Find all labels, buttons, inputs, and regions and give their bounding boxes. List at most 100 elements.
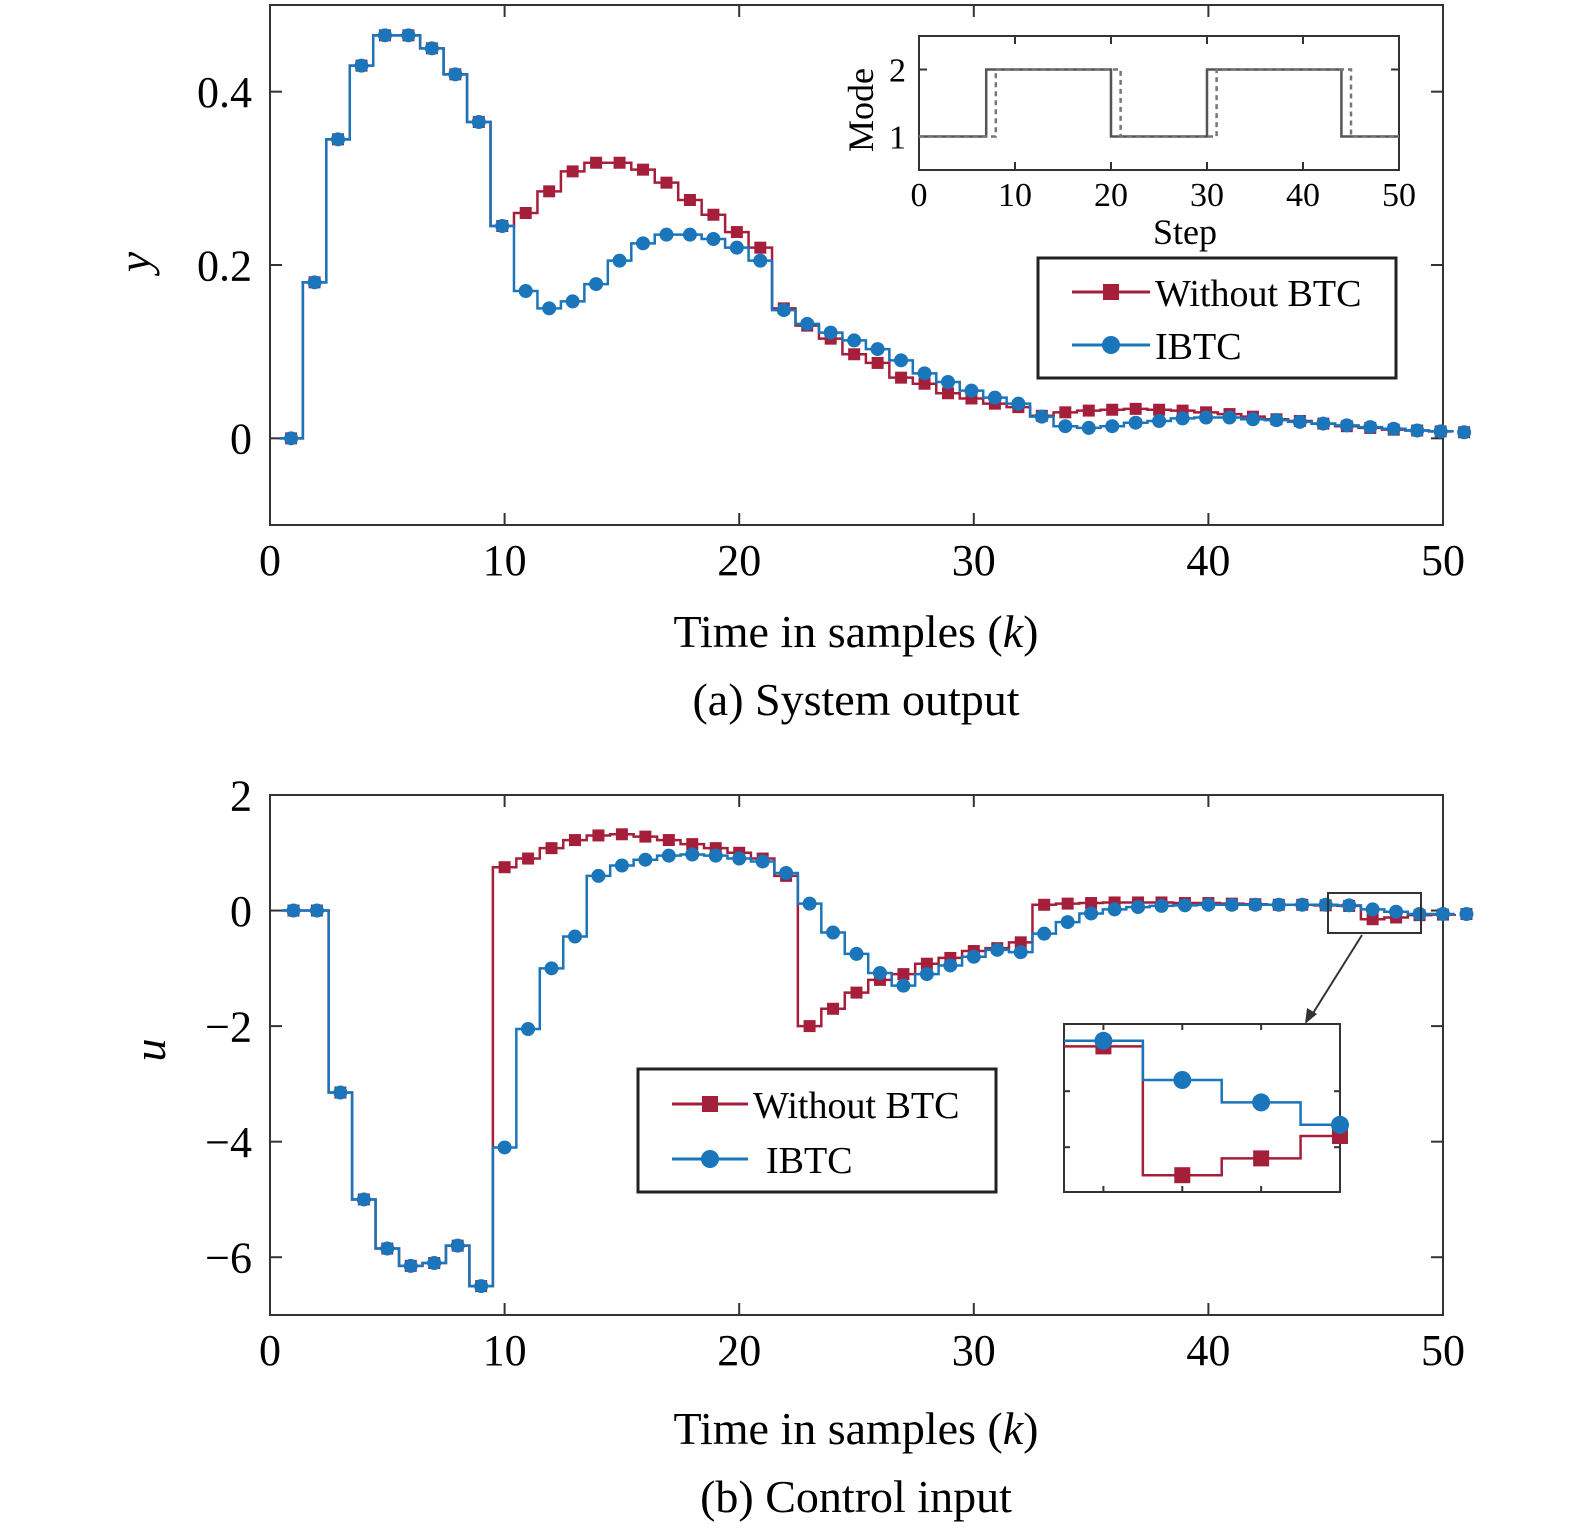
data-point-circle: [1410, 423, 1425, 438]
y-tick-label: 0.4: [197, 68, 252, 117]
data-point-square: [568, 834, 581, 847]
data-point-circle: [638, 852, 653, 867]
x-tick-label: 30: [952, 1326, 996, 1375]
plot-markers-a: [284, 28, 1472, 446]
data-point-square: [637, 163, 650, 176]
data-point-square: [1061, 897, 1074, 910]
zoom-arrow: [1309, 934, 1363, 1019]
data-point-circle: [940, 375, 955, 389]
x-tick-label: 20: [717, 1326, 761, 1375]
axes-ticks-b: [269, 794, 1444, 1315]
zoom-region-box: [1327, 892, 1422, 934]
data-point-circle: [917, 366, 932, 381]
data-point-circle: [497, 1140, 512, 1155]
y-axis-label-a: y: [109, 251, 160, 276]
data-point-circle: [544, 961, 559, 976]
data-point-square: [662, 834, 675, 847]
data-point-circle: [847, 333, 862, 348]
data-point-circle: [849, 946, 864, 961]
data-point-circle: [518, 284, 533, 298]
data-point-square: [1059, 406, 1072, 419]
data-point-square: [1082, 404, 1095, 417]
data-point-circle: [729, 240, 744, 255]
zoom-series-line: [1064, 1045, 1342, 1177]
inset-x-tick-label: 20: [1094, 177, 1128, 214]
inset-lines: [919, 68, 1399, 138]
zoom-point-circle: [1331, 1115, 1349, 1134]
data-point-circle: [1201, 897, 1216, 912]
data-point-circle: [779, 866, 794, 880]
y-axis-label-b: u: [124, 1039, 175, 1062]
y-tick-label: 2: [230, 771, 252, 820]
data-point-circle: [612, 253, 627, 268]
data-point-circle: [401, 28, 416, 43]
data-point-square: [918, 377, 931, 390]
data-point-circle: [1459, 907, 1474, 922]
tick-labels-b: 0 10 20 30 40 50 −6 −4 −2 0 2: [205, 771, 1465, 1375]
data-point-square: [683, 194, 696, 206]
zoom-inset-ticks: [1064, 1024, 1340, 1192]
x-tick-label: 10: [483, 1326, 527, 1375]
mode-inset: 0 10 20 30 40 50 1 2 Mode Step: [841, 35, 1416, 252]
data-point-circle: [1339, 418, 1354, 433]
data-point-circle: [448, 67, 463, 82]
data-point-circle: [1436, 907, 1450, 922]
data-point-circle: [1011, 396, 1026, 411]
data-point-circle: [1154, 898, 1169, 913]
data-point-circle: [1389, 904, 1404, 919]
y-tick-label: −6: [205, 1234, 252, 1283]
data-point-square: [686, 838, 699, 851]
data-point-circle: [966, 949, 981, 964]
data-point-square: [1085, 897, 1098, 910]
data-point-circle: [823, 325, 838, 340]
zoom-inset-markers: [1094, 1031, 1349, 1184]
data-point-circle: [1152, 414, 1167, 428]
y-tick-label: 0.2: [197, 241, 252, 290]
x-tick-label: 30: [952, 536, 996, 585]
data-point-square: [639, 830, 652, 843]
data-point-circle: [309, 903, 324, 918]
legend-b: Without BTC IBTC: [636, 1067, 998, 1194]
data-point-circle: [1412, 907, 1427, 922]
panel-b-control-input: 0 10 20 30 40 50 −6 −4 −2 0 2 u Time in samples (k…: [124, 771, 1474, 1522]
zoom-point-circle: [1094, 1031, 1113, 1050]
data-point-circle: [987, 390, 1002, 405]
data-point-circle: [1037, 926, 1052, 941]
data-point-square: [1014, 936, 1027, 949]
data-point-circle: [474, 1279, 489, 1294]
data-point-square: [754, 241, 767, 254]
data-point-circle: [1292, 414, 1307, 429]
data-point-circle: [567, 929, 582, 944]
data-point-circle: [636, 236, 651, 251]
zoom-point-circle: [1252, 1093, 1271, 1112]
data-point-circle: [682, 227, 697, 242]
data-point-circle: [1175, 411, 1190, 426]
data-point-circle: [377, 28, 392, 43]
data-point-circle: [1433, 424, 1448, 439]
data-point-circle: [1013, 945, 1028, 960]
data-point-circle: [872, 965, 887, 980]
y-tick-label: 0: [230, 887, 252, 936]
data-point-circle: [424, 41, 439, 56]
data-point-circle: [331, 132, 346, 147]
data-point-square: [1129, 402, 1142, 415]
data-point-circle: [1318, 897, 1333, 912]
data-point-square: [897, 968, 910, 981]
data-point-circle: [826, 925, 841, 940]
x-tick-label: 20: [717, 536, 761, 585]
plot-markers-b: [286, 828, 1474, 1294]
data-point-circle: [1034, 409, 1049, 424]
data-point-circle: [1386, 421, 1401, 436]
legend-frame-a: [1036, 256, 1398, 380]
data-point-circle: [591, 868, 606, 883]
data-point-circle: [659, 227, 674, 242]
data-point-circle: [894, 353, 909, 368]
data-point-circle: [1457, 425, 1472, 440]
data-point-circle: [1177, 898, 1192, 913]
data-point-circle: [1058, 419, 1073, 434]
x-axis-label-b: Time in samples (k): [673, 1403, 1038, 1454]
data-point-circle: [732, 851, 747, 866]
zoom-series-line: [1064, 1039, 1340, 1127]
inset-x-tick-label: 50: [1382, 177, 1416, 214]
